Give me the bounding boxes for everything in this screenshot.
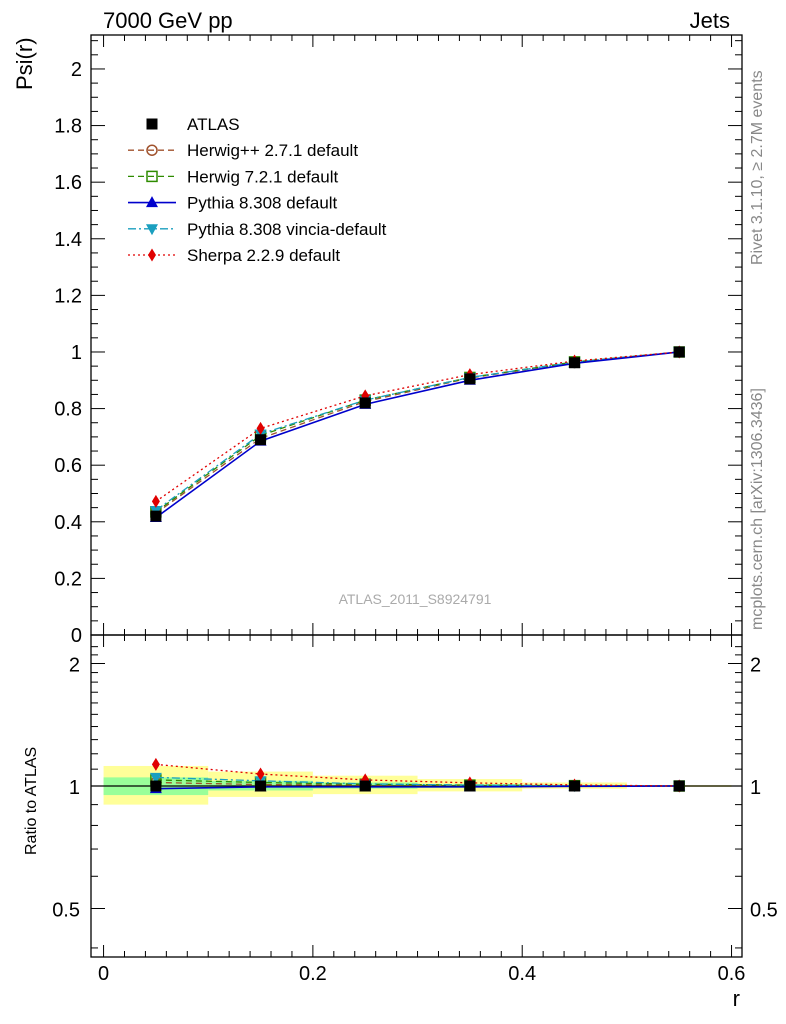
legend-entry: Pythia 8.308 default <box>128 194 338 213</box>
series-1 <box>150 346 685 520</box>
data-point <box>255 434 267 446</box>
ratio-plot-panel: 0 0.2 0.4 0.6 0.5 0.5 1 1 2 2 Ratio to ATLAS r <box>23 634 778 1011</box>
ratio-y-tick-label-right: 1 <box>750 777 761 799</box>
y-axis-label: Psi(r) <box>12 37 37 90</box>
source-label: mcplots.cern.ch [arXiv:1306.3436] <box>749 388 766 630</box>
ratio-data-point <box>149 772 162 784</box>
ratio-y-tick-label: 1 <box>69 777 80 799</box>
ratio-plot-frame <box>90 634 743 958</box>
y-tick-label: 1 <box>71 342 82 364</box>
series-5 <box>151 345 684 508</box>
ratio-reference-point <box>464 780 476 792</box>
legend-label: Herwig 7.2.1 default <box>187 167 338 186</box>
main-plot-panel: 0 0.2 0.4 0.6 0.8 1 1.2 1.4 1.6 1.8 2 ATLAS_2011_S… <box>12 34 743 957</box>
ratio-y-tick-label-right: 0.5 <box>750 899 778 921</box>
y-tick-label: 0.2 <box>54 568 82 590</box>
ratio-reference-point <box>255 780 267 792</box>
ratio-reference-point <box>150 780 162 792</box>
y-tick-label: 1.2 <box>54 285 82 307</box>
ratio-y-tick-label: 2 <box>69 655 80 677</box>
ratio-data-point <box>256 767 265 781</box>
ratio-y-tick-label: 0.5 <box>52 899 80 921</box>
ratio-series-line <box>155 785 680 790</box>
series-line <box>155 351 680 513</box>
series-line <box>155 351 680 514</box>
x-tick-label: 0.6 <box>718 963 746 985</box>
y-tick-label: 1.6 <box>54 172 82 194</box>
legend-entry: Herwig++ 2.7.1 default <box>128 141 358 160</box>
y-tick-label: 0.6 <box>54 455 82 477</box>
series-0 <box>150 346 685 522</box>
series-line <box>155 351 680 502</box>
energy-label: 7000 GeV pp <box>103 8 233 33</box>
legend-entry: Sherpa 2.2.9 default <box>128 246 340 265</box>
ratio-y-axis-label: Ratio to ATLAS <box>23 747 40 855</box>
x-tick-label: 0 <box>98 963 109 985</box>
legend-label: Pythia 8.308 default <box>187 194 338 213</box>
ratio-data-point <box>151 757 160 771</box>
series-4 <box>149 347 686 517</box>
data-point <box>569 357 581 369</box>
y-tick-label: 0 <box>71 625 82 647</box>
ratio-y-tick-label-right: 2 <box>750 655 761 677</box>
legend-label: ATLAS <box>187 115 240 134</box>
watermark: ATLAS_2011_S8924791 <box>339 591 492 607</box>
ratio-reference-point <box>673 780 685 792</box>
data-point <box>256 421 265 435</box>
category-label: Jets <box>690 8 730 33</box>
series-line <box>155 351 680 511</box>
y-tick-label: 1.8 <box>54 116 82 138</box>
data-point <box>151 494 160 508</box>
series-3 <box>149 345 686 523</box>
legend: ATLAS Herwig++ 2.7.1 default Herwig 7.2.1 … <box>128 115 387 265</box>
y-tick-label: 0.4 <box>54 512 82 534</box>
legend-marker <box>146 196 158 208</box>
x-tick-label: 0.4 <box>508 963 536 985</box>
data-point <box>464 373 476 385</box>
legend-marker <box>146 170 158 183</box>
ratio-reference-point <box>569 780 581 792</box>
x-tick-label: 0.2 <box>299 963 327 985</box>
legend-marker <box>146 144 158 156</box>
series-2 <box>150 346 685 518</box>
legend-marker <box>146 224 158 236</box>
y-tick-label: 1.4 <box>54 229 82 251</box>
ratio-series-line <box>155 763 680 787</box>
legend-label: Pythia 8.308 vincia-default <box>187 220 387 239</box>
data-point <box>150 510 162 522</box>
ratio-reference-point <box>359 780 371 792</box>
legend-entry: Pythia 8.308 vincia-default <box>128 220 387 239</box>
x-axis-label: r <box>733 986 740 1011</box>
y-tick-label: 0.8 <box>54 399 82 421</box>
series-line <box>155 351 680 519</box>
legend-label: Herwig++ 2.7.1 default <box>187 141 358 160</box>
legend-marker <box>146 118 158 130</box>
data-point <box>673 346 685 358</box>
data-point <box>359 397 371 409</box>
rivet-label: Rivet 3.1.10, ≥ 2.7M events <box>749 70 766 265</box>
legend-entry: ATLAS <box>146 115 240 134</box>
y-tick-label: 2 <box>71 59 82 81</box>
legend-marker <box>148 248 156 262</box>
legend-label: Sherpa 2.2.9 default <box>187 246 340 265</box>
legend-entry: Herwig 7.2.1 default <box>128 167 338 186</box>
